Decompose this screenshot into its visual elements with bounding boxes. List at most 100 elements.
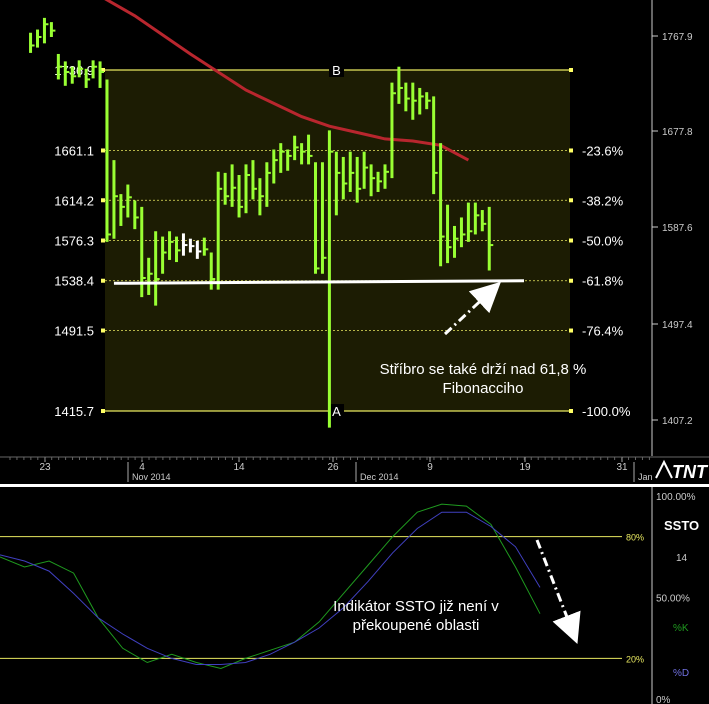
- price-axis-label: 1497.4: [662, 320, 693, 331]
- ohlc-bar: [126, 184, 132, 218]
- price-annotation-line: Fibonacciho: [443, 380, 524, 397]
- ohlc-bar: [293, 135, 299, 161]
- fib-value-label: 1491.5: [54, 324, 94, 339]
- ohlc-bar: [154, 231, 160, 306]
- month-label: Nov 2014: [132, 472, 171, 482]
- ohlc-bar: [195, 240, 202, 259]
- ohlc-bar: [390, 82, 396, 179]
- ohlc-bar: [265, 162, 271, 207]
- ohlc-bar: [63, 61, 70, 86]
- osc-threshold-label: 20%: [626, 654, 644, 664]
- osc-legend-k: %K: [673, 623, 689, 634]
- fib-level-handle-right: [569, 68, 573, 72]
- ohlc-bar: [320, 162, 327, 274]
- ohlc-bar: [223, 172, 230, 205]
- osc-series-k-line: [0, 503, 541, 670]
- ohlc-bar: [105, 79, 111, 242]
- fib-high-marker: B: [332, 63, 341, 78]
- osc-annotation-arrow: [535, 539, 581, 644]
- x-axis-band: [0, 457, 709, 484]
- fib-value-label: 1661.1: [54, 143, 94, 158]
- ohlc-bar: [237, 174, 244, 218]
- osc-axis-label: 50.00%: [656, 594, 690, 605]
- support-line: [113, 279, 525, 285]
- price-axis-label: 1767.9: [662, 32, 693, 43]
- fib-value-label: 1614.2: [54, 193, 94, 208]
- ohlc-bar: [348, 151, 355, 192]
- fib-pct-label: -61.8%: [582, 274, 624, 289]
- month-label: Jan: [638, 472, 653, 482]
- ohlc-bar: [42, 17, 49, 44]
- ohlc-bar: [300, 143, 306, 165]
- ohlc-bar: [251, 160, 257, 200]
- fib-level-handle-left: [101, 238, 105, 243]
- ohlc-bar: [369, 164, 376, 197]
- ohlc-bar: [446, 204, 452, 264]
- ohlc-bar: [418, 87, 424, 115]
- price-annotation-line: Stříbro se také drží nad 61,8 %: [380, 361, 587, 378]
- ohlc-bar: [112, 160, 118, 239]
- ohlc-bar: [376, 171, 383, 192]
- price-axis-label: 1587.6: [662, 223, 693, 234]
- ohlc-bar: [439, 143, 445, 267]
- ohlc-bar: [244, 164, 250, 214]
- ohlc-bar: [307, 134, 313, 165]
- fib-value-label: 1576.3: [54, 234, 94, 249]
- fib-level-handle-right: [569, 278, 573, 283]
- fib-low-marker-box: [329, 404, 344, 418]
- ohlc-bar: [355, 156, 362, 203]
- osc-axis-label: 0%: [656, 695, 671, 704]
- ohlc-bar: [181, 233, 188, 256]
- osc-series-d-line: [0, 511, 541, 665]
- fib-level-handle-left: [101, 148, 105, 153]
- ohlc-bar: [188, 238, 195, 253]
- ohlc-bar: [432, 96, 438, 195]
- logo-text: TNT: [672, 462, 709, 482]
- ohlc-bar: [168, 231, 174, 260]
- fib-level-handle-left: [101, 198, 105, 203]
- ohlc-bar: [466, 202, 473, 242]
- date-axis-label: 9: [427, 462, 433, 473]
- fib-pct-label: -76.4%: [582, 324, 624, 339]
- ohlc-bar: [91, 60, 98, 79]
- ohlc-bar: [286, 149, 292, 171]
- ohlc-bar: [119, 194, 125, 226]
- ohlc-bar: [279, 143, 285, 173]
- date-axis-label: 23: [39, 462, 51, 473]
- fib-value-label: 1538.4: [54, 274, 94, 289]
- ohlc-bar: [453, 225, 459, 258]
- fib-level-handle-right: [569, 148, 573, 153]
- fib-pct-label: -100.0%: [582, 404, 631, 419]
- fib-level-handle-left: [101, 328, 105, 333]
- osc-annotation-line: překoupené oblasti: [353, 617, 480, 634]
- ohlc-bar: [272, 149, 278, 184]
- date-axis-label: 19: [519, 462, 531, 473]
- price-axis-label: 1407.2: [662, 416, 693, 427]
- fib-pct-label: -38.2%: [582, 193, 624, 208]
- ohlc-bar: [230, 164, 237, 207]
- fib-level-handle-left: [101, 278, 105, 283]
- ohlc-bar: [425, 92, 431, 110]
- moving-average-line: [104, 0, 470, 162]
- ohlc-bar: [383, 164, 389, 189]
- ohlc-bar: [36, 29, 42, 48]
- osc-legend-d: %D: [673, 668, 689, 679]
- ohlc-bar: [314, 162, 320, 274]
- price-axis-label: 1677.8: [662, 127, 693, 138]
- fib-level-handle-right: [569, 238, 573, 243]
- fib-level-handle-left: [101, 409, 105, 413]
- ohlc-bar: [175, 236, 181, 263]
- ohlc-bar: [84, 68, 91, 88]
- ohlc-bar: [362, 151, 369, 189]
- ohlc-bar: [334, 151, 341, 216]
- fib-value-label: 1415.7: [54, 404, 94, 419]
- ohlc-bar: [70, 66, 77, 84]
- fib-level-handle-left: [101, 68, 105, 72]
- fib-pct-label: -23.6%: [582, 143, 624, 158]
- ohlc-bar: [411, 82, 417, 120]
- ohlc-bar: [49, 22, 56, 37]
- osc-title: SSTO: [664, 518, 699, 533]
- month-label: Dec 2014: [360, 472, 399, 482]
- ohlc-bar: [77, 60, 84, 78]
- ohlc-bar: [473, 202, 480, 235]
